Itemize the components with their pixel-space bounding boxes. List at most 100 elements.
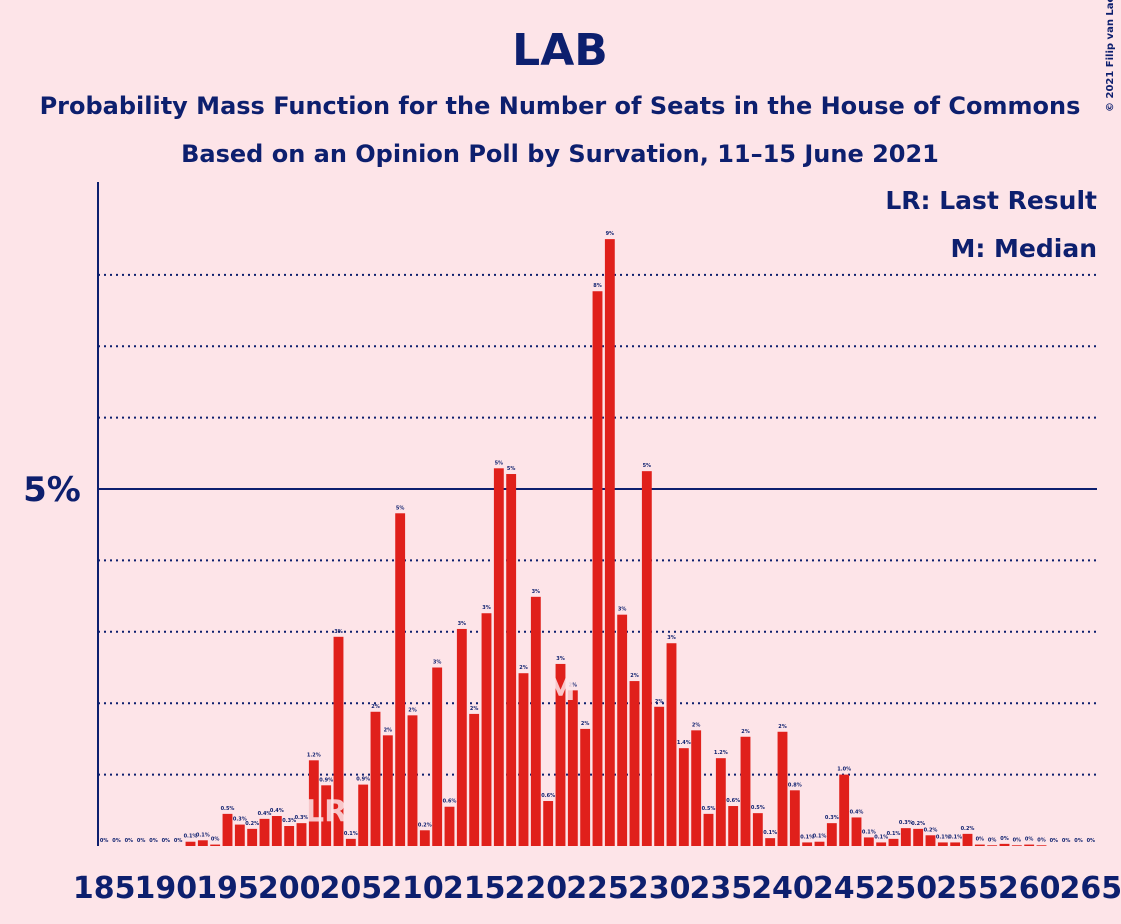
value-label: 3% <box>618 607 627 613</box>
bar <box>974 844 985 846</box>
value-label: 0% <box>1050 838 1059 844</box>
value-label: 0% <box>162 838 171 844</box>
bar <box>197 840 208 846</box>
bar <box>654 706 665 846</box>
value-label: 0.5% <box>221 806 235 812</box>
bar <box>1036 845 1047 846</box>
value-label: 0.1% <box>874 834 888 840</box>
value-label: 0.4% <box>850 809 864 815</box>
value-label: 5% <box>396 505 405 511</box>
x-tick-label: 235 <box>690 871 753 906</box>
value-label: 0.8% <box>788 782 802 788</box>
x-tick-label: 205 <box>320 871 383 906</box>
value-label: 0.5% <box>702 806 716 812</box>
value-label: 0.9% <box>356 777 370 783</box>
value-label: 2% <box>778 724 787 730</box>
bar <box>802 842 813 846</box>
value-label: 0% <box>1087 838 1096 844</box>
value-label: 3% <box>334 629 343 635</box>
bar <box>814 841 825 846</box>
value-label: 0.3% <box>233 817 247 823</box>
bar <box>395 513 406 846</box>
value-label: 2% <box>408 707 417 713</box>
bar <box>555 663 566 846</box>
bar <box>271 816 282 846</box>
bar <box>506 474 517 846</box>
value-label: 2% <box>371 704 380 710</box>
value-label: 3% <box>532 589 541 595</box>
bar <box>567 690 578 846</box>
value-label: 0.6% <box>726 798 740 804</box>
bar <box>370 711 381 846</box>
value-label: 0% <box>100 838 109 844</box>
value-label: 0% <box>137 838 146 844</box>
value-label: 0.2% <box>418 822 432 828</box>
bar <box>382 735 393 846</box>
value-label: 0% <box>1013 837 1022 843</box>
value-label: 2% <box>655 699 664 705</box>
bar <box>925 835 936 846</box>
bar <box>629 681 640 846</box>
bar <box>666 643 677 846</box>
bar <box>308 760 319 846</box>
bar <box>691 730 702 846</box>
bar <box>863 837 874 846</box>
value-label: 0.1% <box>948 834 962 840</box>
bar <box>444 806 455 846</box>
bar <box>740 736 751 846</box>
x-tick-label: 215 <box>443 871 506 906</box>
value-label: 5% <box>507 466 516 472</box>
bar <box>950 842 961 846</box>
bar <box>333 636 344 846</box>
chart-title: LAB <box>512 25 608 76</box>
bar <box>407 715 418 846</box>
bar <box>210 844 221 846</box>
bar <box>913 828 924 846</box>
marker-label: LR <box>305 794 347 829</box>
bar <box>765 838 776 846</box>
bar <box>876 842 887 846</box>
value-label: 0.1% <box>800 834 814 840</box>
bar <box>987 845 998 846</box>
x-tick-label: 200 <box>258 871 321 906</box>
value-label: 0% <box>174 838 183 844</box>
value-label: 0.1% <box>196 832 210 838</box>
value-label: 3% <box>458 621 467 627</box>
value-label: 0.5% <box>751 805 765 811</box>
value-label: 0.3% <box>825 815 839 821</box>
bar <box>888 838 899 846</box>
value-label: 5% <box>495 460 504 466</box>
x-tick-label: 230 <box>628 871 691 906</box>
bar <box>185 841 196 846</box>
bar <box>789 790 800 846</box>
value-label: 2% <box>741 729 750 735</box>
bar <box>1024 844 1035 846</box>
value-label: 0% <box>211 837 220 843</box>
bar <box>777 731 788 846</box>
bar <box>703 813 714 846</box>
value-label: 0.1% <box>813 834 827 840</box>
bar <box>469 713 480 846</box>
bar <box>752 813 763 846</box>
subtitle: Probability Mass Function for the Number… <box>40 92 1081 120</box>
x-tick-label: 240 <box>751 871 814 906</box>
value-label: 8% <box>593 283 602 289</box>
bar <box>839 774 850 846</box>
bar <box>617 614 628 846</box>
value-label: 1.0% <box>837 767 851 773</box>
bar <box>604 239 615 846</box>
value-label: 2% <box>519 665 528 671</box>
bar <box>851 817 862 846</box>
value-label: 2% <box>581 721 590 727</box>
legend-entry: LR: Last Result <box>885 186 1097 215</box>
bar <box>432 667 443 846</box>
x-tick-label: 220 <box>505 871 568 906</box>
value-label: 0% <box>1062 838 1071 844</box>
bar <box>493 468 504 846</box>
value-label: 0.4% <box>270 808 284 814</box>
bar <box>999 843 1010 846</box>
bar <box>543 801 554 846</box>
x-tick-label: 265 <box>1060 871 1121 906</box>
value-label: 0.1% <box>862 829 876 835</box>
bar <box>530 596 541 846</box>
